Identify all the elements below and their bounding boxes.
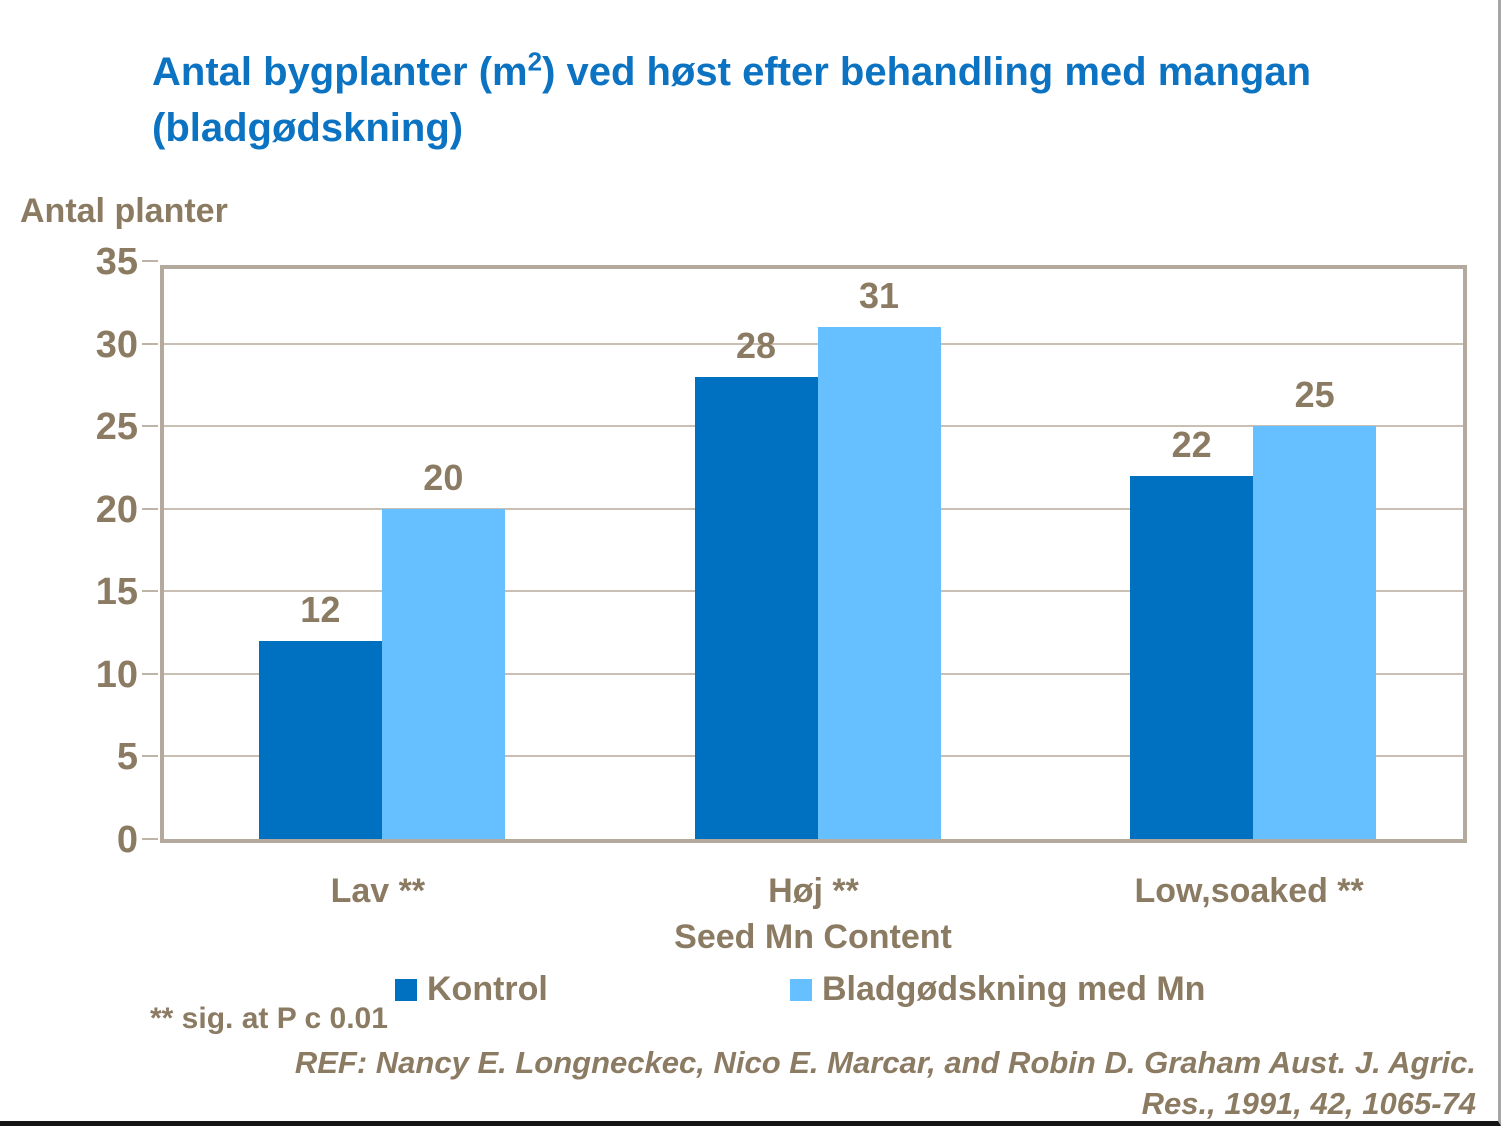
- bar-kontrol-1: [258, 640, 382, 839]
- legend-label-kontrol: Kontrol: [427, 970, 548, 1008]
- y-tick-label-0: 0: [116, 819, 138, 861]
- y-tick-label-15: 15: [95, 571, 138, 614]
- y-tick-35: [142, 260, 158, 262]
- chart-title-prefix: Antal bygplanter (m: [152, 50, 528, 94]
- legend-item-kontrol: Kontrol: [395, 970, 548, 1009]
- legend-item-bladgodskning: Bladgødskning med Mn: [790, 970, 1205, 1009]
- y-tick-0: [142, 838, 158, 840]
- reference-citation: REF: Nancy E. Longneckec, Nico E. Marcar…: [295, 1042, 1476, 1124]
- y-tick-label-10: 10: [95, 653, 138, 696]
- chart-title-superscript: 2: [527, 46, 543, 77]
- y-tick-label-30: 30: [95, 323, 138, 366]
- gridline-y-30: [164, 342, 1463, 345]
- chart-title-suffix: ) ved høst efter behandling med mangan (…: [152, 50, 1312, 150]
- bar-value-label: 25: [1294, 374, 1335, 416]
- y-tick-30: [142, 342, 158, 345]
- y-tick-10: [142, 672, 158, 675]
- y-axis-title: Antal planter: [20, 192, 228, 230]
- x-category-label-3: Low,soaked **: [1134, 872, 1364, 910]
- legend-swatch-kontrol: [395, 978, 417, 1001]
- y-tick-label-25: 25: [95, 406, 138, 449]
- bar-value-label: 22: [1171, 423, 1212, 465]
- bar-kontrol-3: [1130, 475, 1254, 839]
- y-tick-20: [142, 507, 158, 510]
- bar-bladg-dskning-med-mn-3: [1253, 426, 1377, 839]
- y-tick-label-20: 20: [95, 488, 138, 531]
- x-axis-title: Seed Mn Content: [674, 918, 952, 956]
- legend-label-bladgodskning: Bladgødskning med Mn: [822, 970, 1206, 1008]
- plot-area: 12 20 28 31 22 25: [142, 260, 1467, 843]
- bar-value-label: 12: [300, 588, 341, 630]
- bar-value-label: 31: [858, 275, 900, 317]
- y-tick-5: [142, 755, 158, 758]
- x-category-label-1: Lav **: [330, 872, 426, 910]
- legend-swatch-bladgodskning: [790, 978, 812, 1001]
- chart-title: Antal bygplanter (m2) ved høst efter beh…: [152, 44, 1422, 156]
- bar-value-label: 20: [423, 456, 464, 498]
- significance-footnote: ** sig. at P c 0.01: [150, 1002, 388, 1035]
- reference-line-1: REF: Nancy E. Longneckec, Nico E. Marcar…: [294, 1045, 1476, 1080]
- bar-bladg-dskning-med-mn-2: [817, 327, 941, 839]
- y-tick-label-35: 35: [95, 241, 138, 283]
- bar-kontrol-2: [694, 376, 818, 839]
- bar-value-label: 28: [735, 324, 777, 366]
- bar-bladg-dskning-med-mn-1: [381, 508, 505, 839]
- reference-line-2: Res., 1991, 42, 1065-74: [1141, 1086, 1476, 1121]
- x-category-label-2: Høj **: [768, 872, 859, 910]
- y-tick-15: [142, 590, 158, 593]
- y-tick-25: [142, 425, 158, 428]
- y-tick-label-5: 5: [116, 736, 138, 779]
